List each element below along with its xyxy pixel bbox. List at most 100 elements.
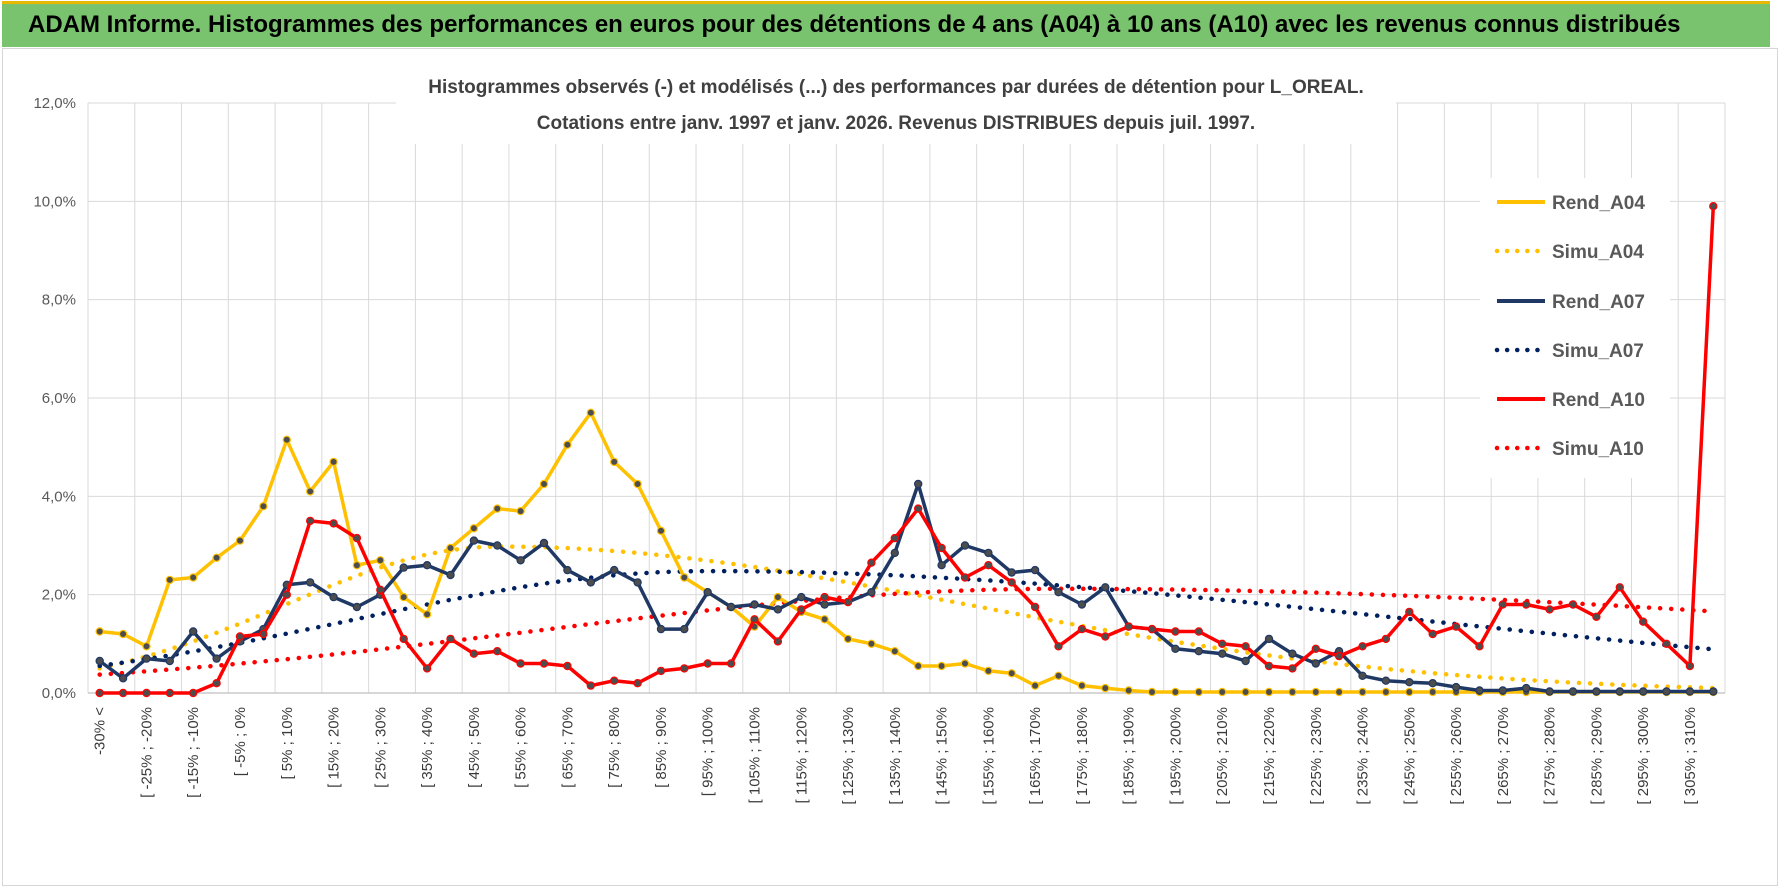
- data-point-rend-a07: [142, 654, 151, 663]
- data-point-rend-a04: [142, 642, 151, 651]
- y-tick-label: 6,0%: [42, 390, 76, 407]
- data-point-rend-a10: [726, 659, 736, 668]
- data-point-rend-a04: [422, 610, 432, 619]
- data-point-rend-a10: [1568, 600, 1578, 609]
- chart-title-line-1: Histogrammes observés (-) et modélisés (…: [428, 77, 1363, 98]
- data-point-rend-a10: [1007, 578, 1016, 587]
- series-line-rend-a10: [99, 206, 1716, 695]
- data-point-rend-a07: [797, 592, 806, 602]
- data-point-rend-a04: [773, 592, 783, 602]
- series-rend-a04: [95, 408, 1718, 697]
- data-point-rend-a04: [633, 479, 642, 489]
- x-tick-label: [ 215% ; 220%: [1261, 707, 1278, 805]
- data-point-rend-a10: [750, 615, 759, 624]
- data-point-rend-a10: [890, 533, 900, 543]
- data-point-rend-a04: [235, 536, 245, 545]
- data-point-rend-a07: [188, 627, 198, 636]
- data-point-rend-a07: [352, 602, 362, 612]
- x-tick-label: [ 265% ; 270%: [1495, 707, 1512, 805]
- series-line-simu-a07: [97, 568, 1716, 669]
- data-point-rend-a04: [446, 543, 455, 553]
- data-point-rend-a07: [984, 548, 993, 558]
- gridlines: [87, 102, 1726, 694]
- x-tick-label: -30% <: [92, 707, 109, 755]
- data-point-rend-a10: [773, 637, 783, 646]
- data-point-rend-a04: [329, 457, 338, 467]
- x-tick-label: [ -15% ; -10%: [185, 707, 202, 798]
- data-point-rend-a07: [1288, 649, 1297, 658]
- x-tick-label: [ 255% ; 260%: [1448, 707, 1465, 805]
- series-line-simu-a04: [97, 544, 1716, 691]
- data-point-rend-a07: [1007, 568, 1016, 577]
- data-point-rend-a10: [376, 585, 385, 595]
- data-point-rend-a10: [1451, 622, 1461, 631]
- legend-label-simu-a04: Simu_A04: [1552, 242, 1644, 263]
- data-point-rend-a07: [1241, 656, 1250, 666]
- data-point-rend-a07: [867, 588, 876, 597]
- series-simu-a04: [97, 544, 1716, 691]
- data-point-rend-a07: [1381, 676, 1391, 685]
- x-tick-label: [ 85% ; 90%: [653, 707, 670, 788]
- legend-background: [1480, 178, 1670, 478]
- data-point-rend-a10: [1521, 600, 1531, 609]
- data-point-rend-a07: [539, 538, 549, 548]
- x-tick-label: [ 185% ; 190%: [1121, 707, 1138, 805]
- data-point-rend-a10: [118, 688, 128, 698]
- data-point-rend-a10: [1498, 600, 1508, 609]
- data-point-rend-a10: [937, 543, 946, 553]
- data-point-rend-a04: [890, 647, 900, 656]
- data-point-rend-a04: [1124, 686, 1133, 695]
- data-point-rend-a10: [960, 573, 970, 582]
- data-point-rend-a10: [539, 659, 549, 668]
- data-point-rend-a07: [750, 600, 759, 609]
- data-point-rend-a10: [1428, 629, 1437, 639]
- data-point-rend-a04: [960, 659, 970, 668]
- data-point-rend-a07: [656, 624, 666, 634]
- data-point-rend-a07: [726, 602, 736, 612]
- series-rend-a07: [95, 479, 1718, 696]
- data-point-rend-a07: [1568, 687, 1578, 696]
- data-point-rend-a04: [212, 553, 221, 563]
- legend-label-rend-a04: Rend_A04: [1552, 193, 1645, 214]
- data-point-rend-a10: [1311, 644, 1321, 654]
- data-point-rend-a10: [446, 634, 455, 644]
- data-point-rend-a04: [539, 479, 549, 489]
- x-axis-tick-labels: -30% < [ -25% ; -20% [ -15% ; -10% [ -5% ; …: [92, 707, 1699, 805]
- report-title-banner: ADAM Informe. Histogrammes des performan…: [2, 1, 1770, 47]
- data-point-rend-a10: [610, 676, 619, 685]
- data-point-rend-a04: [1358, 687, 1367, 697]
- data-point-rend-a07: [1171, 644, 1180, 654]
- data-point-rend-a10: [493, 647, 502, 656]
- x-tick-label: [ 135% ; 140%: [887, 707, 904, 805]
- data-point-rend-a04: [610, 457, 619, 467]
- data-point-rend-a07: [773, 605, 783, 614]
- data-point-rend-a04: [984, 666, 993, 676]
- data-point-rend-a04: [306, 487, 315, 496]
- data-point-rend-a10: [1194, 627, 1204, 636]
- data-series: [95, 201, 1718, 698]
- legend-label-rend-a10: Rend_A10: [1552, 390, 1645, 411]
- data-point-rend-a04: [1007, 669, 1016, 678]
- data-point-rend-a04: [937, 661, 946, 671]
- data-point-rend-a04: [469, 524, 479, 533]
- data-point-rend-a10: [1241, 642, 1250, 651]
- chart-title-line-2: Cotations entre janv. 1997 et janv. 2026…: [537, 113, 1255, 134]
- data-point-rend-a04: [656, 526, 666, 536]
- data-point-rend-a10: [1264, 661, 1274, 671]
- data-point-rend-a04: [1194, 687, 1204, 697]
- data-point-rend-a07: [1498, 686, 1508, 695]
- data-point-rend-a07: [1615, 687, 1625, 696]
- data-point-rend-a07: [563, 565, 572, 575]
- data-point-rend-a04: [867, 639, 876, 649]
- x-tick-label: [ 165% ; 170%: [1027, 707, 1044, 805]
- data-point-rend-a10: [1405, 607, 1414, 617]
- data-point-rend-a04: [563, 440, 572, 449]
- data-point-rend-a04: [282, 435, 291, 444]
- data-point-rend-a04: [914, 661, 923, 671]
- data-point-rend-a10: [352, 533, 362, 543]
- series-simu-a07: [97, 568, 1716, 669]
- data-point-rend-a10: [306, 516, 315, 526]
- data-point-rend-a10: [914, 504, 923, 513]
- data-point-rend-a07: [703, 588, 712, 597]
